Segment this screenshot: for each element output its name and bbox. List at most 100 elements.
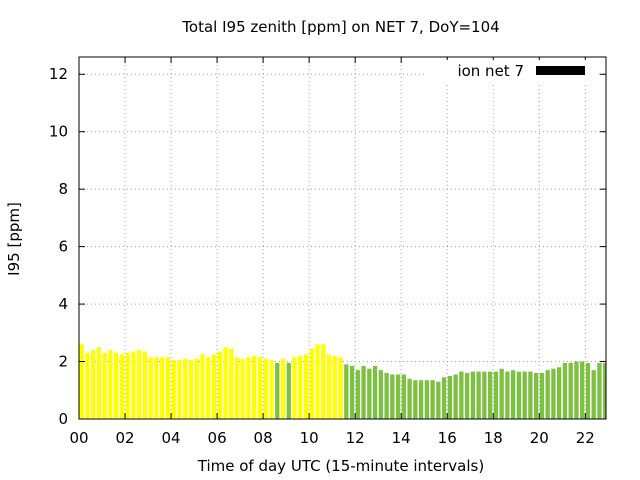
bar <box>499 368 504 419</box>
bar <box>349 365 355 419</box>
bar <box>557 367 562 419</box>
bar <box>361 365 366 419</box>
bar <box>246 357 251 419</box>
bar <box>269 360 274 419</box>
bar <box>217 351 222 419</box>
bar <box>206 357 211 419</box>
x-axis-label: Time of day UTC (15-minute intervals) <box>197 457 484 475</box>
bar <box>142 351 148 419</box>
bar <box>390 374 395 419</box>
bar <box>603 362 606 419</box>
legend: ion net 7 <box>427 60 598 82</box>
bar <box>476 371 481 419</box>
bar <box>257 357 263 419</box>
bar <box>545 370 550 419</box>
x-tick-label: 14 <box>392 429 411 447</box>
bar <box>165 357 171 419</box>
bar <box>384 373 389 419</box>
bar <box>418 380 424 419</box>
y-tick-label: 8 <box>58 180 68 198</box>
legend-label: ion net 7 <box>457 62 524 80</box>
x-tick-label: 12 <box>346 429 365 447</box>
x-tick-label: 20 <box>530 429 549 447</box>
bar <box>211 354 217 419</box>
bar <box>482 371 487 419</box>
bar <box>280 358 286 419</box>
bar <box>441 377 447 419</box>
bar <box>108 350 113 419</box>
bar <box>154 357 159 419</box>
bar <box>303 354 309 419</box>
bar <box>298 355 303 419</box>
y-tick-label: 10 <box>49 123 68 141</box>
bar <box>487 371 493 419</box>
legend-swatch <box>536 66 585 75</box>
bar <box>85 352 90 419</box>
bar <box>568 362 573 419</box>
bar <box>183 358 188 419</box>
plot-frame <box>78 56 607 420</box>
bar <box>102 352 107 419</box>
grid-layer <box>79 57 606 419</box>
bar <box>188 360 194 419</box>
bar <box>597 362 602 419</box>
bar <box>534 373 539 419</box>
bar <box>223 347 228 419</box>
x-tick-label: 06 <box>208 429 227 447</box>
bar <box>430 380 435 419</box>
bar <box>453 374 458 419</box>
bar <box>234 357 240 419</box>
bar <box>344 364 349 419</box>
bar <box>326 354 332 419</box>
bar <box>315 344 320 419</box>
y-tick-label: 2 <box>58 353 68 371</box>
bar <box>505 371 510 419</box>
bar <box>160 357 165 419</box>
bar <box>378 370 383 419</box>
chart-title: Total I95 zenith [ppm] on NET 7, DoY=104 <box>181 18 499 36</box>
bar <box>424 380 430 419</box>
x-tick-label: 08 <box>254 429 273 447</box>
bar <box>585 362 591 419</box>
bar <box>171 360 176 419</box>
bar <box>591 370 596 419</box>
bar <box>580 361 585 419</box>
bar <box>355 370 360 419</box>
bar <box>96 347 102 419</box>
x-tick-label: 16 <box>438 429 457 447</box>
bar <box>286 362 291 419</box>
bar <box>229 348 234 419</box>
bar <box>240 358 245 419</box>
bar <box>395 374 401 419</box>
bar <box>125 352 130 419</box>
bar <box>114 352 119 419</box>
bar <box>413 380 418 419</box>
bar <box>574 361 579 419</box>
y-tick-label: 12 <box>49 65 68 83</box>
x-tick-label: 18 <box>484 429 503 447</box>
bar <box>338 357 343 419</box>
x-tick-label: 00 <box>69 429 88 447</box>
bar <box>562 362 568 419</box>
x-tick-label: 02 <box>115 429 134 447</box>
bar <box>275 362 280 419</box>
bar <box>200 354 205 419</box>
bar <box>263 358 268 419</box>
bar <box>367 368 372 419</box>
y-tick-label: 0 <box>58 410 68 428</box>
bar <box>137 350 142 419</box>
legend-background <box>427 60 598 82</box>
bar <box>252 355 257 419</box>
bar <box>459 371 464 419</box>
bar <box>516 371 522 419</box>
x-tick-label: 10 <box>300 429 319 447</box>
bar <box>131 351 136 419</box>
y-tick-label: 4 <box>58 295 68 313</box>
x-tick-label: 22 <box>576 429 595 447</box>
ticks-layer <box>78 57 606 420</box>
bar <box>372 365 378 419</box>
bar <box>332 355 337 419</box>
bar <box>447 375 453 419</box>
